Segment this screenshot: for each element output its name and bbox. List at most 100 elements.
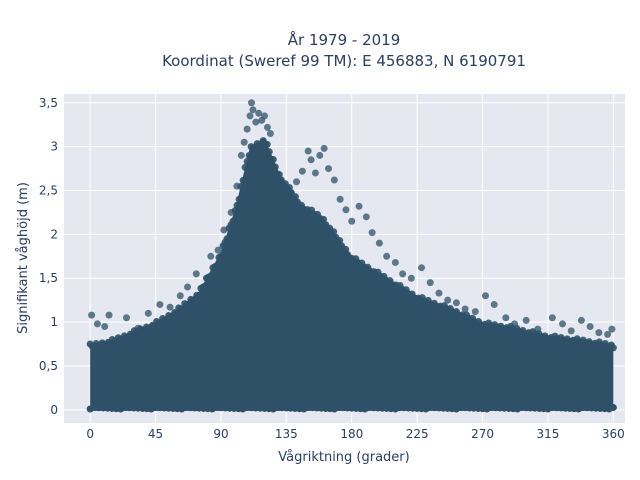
data-point [263, 140, 271, 148]
data-point [383, 252, 391, 260]
y-axis-ticks: 0 0,5 1 1,5 2 2,5 3 3,5 [39, 96, 58, 417]
data-point [548, 314, 556, 322]
x-tick-label: 0 [86, 427, 94, 441]
data-point [567, 327, 575, 335]
data-point [291, 193, 299, 201]
data-point [522, 316, 530, 324]
data-point [399, 270, 407, 278]
data-point [368, 229, 376, 237]
data-point [342, 206, 350, 214]
y-tick-label: 1,5 [39, 271, 58, 285]
data-point [195, 292, 203, 300]
data-point [511, 320, 519, 328]
data-point [287, 188, 295, 196]
y-tick-label: 3,5 [39, 96, 58, 110]
data-point [93, 320, 101, 328]
data-point [243, 125, 251, 133]
data-point [241, 163, 249, 171]
data-point [608, 325, 616, 333]
data-point [237, 151, 245, 159]
data-point [192, 270, 200, 278]
data-point [320, 215, 328, 223]
data-point [609, 403, 617, 411]
data-point [407, 274, 415, 282]
x-tick-label: 45 [148, 427, 163, 441]
y-tick-label: 2 [50, 227, 58, 241]
x-tick-label: 360 [602, 427, 625, 441]
data-points [88, 99, 616, 338]
data-point [229, 217, 237, 225]
data-point [191, 297, 199, 305]
data-point [279, 182, 287, 190]
data-point [336, 237, 344, 245]
data-point [435, 289, 443, 297]
data-point [375, 239, 383, 247]
y-axis-label: Signifikant våghöjd (m) [16, 182, 31, 334]
data-point [265, 148, 273, 156]
data-point [201, 282, 209, 290]
data-point [325, 165, 333, 173]
data-point [144, 309, 152, 317]
data-point [245, 152, 253, 160]
x-tick-label: 225 [406, 427, 429, 441]
data-point [490, 301, 498, 309]
data-point [418, 264, 426, 272]
x-axis-ticks: 0 45 90 135 180 225 270 315 360 [86, 427, 624, 441]
density-envelope [90, 137, 614, 411]
data-point [185, 302, 193, 310]
chart-title-line1: År 1979 - 2019 [288, 30, 401, 49]
data-point [391, 258, 399, 266]
data-point [471, 308, 479, 316]
data-point [88, 311, 96, 319]
chart-title-line2: Koordinat (Sweref 99 TM): E 456883, N 61… [162, 52, 526, 70]
data-point [298, 167, 306, 175]
data-point [246, 112, 254, 120]
data-point [233, 182, 241, 190]
data-point [577, 316, 585, 324]
data-point [261, 112, 269, 120]
data-point [362, 213, 370, 221]
x-tick-label: 135 [275, 427, 298, 441]
data-point [304, 147, 312, 155]
data-point [217, 252, 225, 260]
data-point [223, 235, 231, 243]
data-point [348, 217, 356, 225]
data-point [481, 292, 489, 300]
data-point [452, 299, 460, 307]
y-tick-label: 0 [50, 403, 58, 417]
y-tick-label: 0,5 [39, 359, 58, 373]
data-point [311, 169, 319, 177]
data-point [293, 178, 301, 186]
data-density-band [86, 137, 617, 413]
data-point [166, 303, 174, 311]
data-point [239, 176, 247, 184]
data-point [595, 329, 603, 337]
data-point [173, 310, 181, 318]
data-point [502, 314, 510, 322]
y-tick-label: 3 [50, 140, 58, 154]
data-point [444, 296, 452, 304]
data-point [355, 202, 363, 210]
data-point [336, 195, 344, 203]
data-point [330, 176, 338, 184]
data-point [252, 118, 260, 126]
x-tick-label: 315 [537, 427, 560, 441]
x-tick-label: 180 [340, 427, 363, 441]
data-point [214, 246, 222, 254]
y-tick-label: 2,5 [39, 184, 58, 198]
data-point [101, 322, 109, 330]
data-point [249, 106, 257, 114]
data-point [184, 283, 192, 291]
data-point [255, 109, 263, 117]
data-point [220, 226, 228, 234]
data-point [235, 195, 243, 203]
data-point [122, 314, 130, 322]
data-point [330, 228, 338, 236]
data-point [176, 292, 184, 300]
x-tick-label: 90 [213, 427, 228, 441]
data-point [320, 144, 328, 152]
data-point [534, 325, 542, 333]
data-point [609, 344, 617, 352]
data-point [105, 311, 113, 319]
